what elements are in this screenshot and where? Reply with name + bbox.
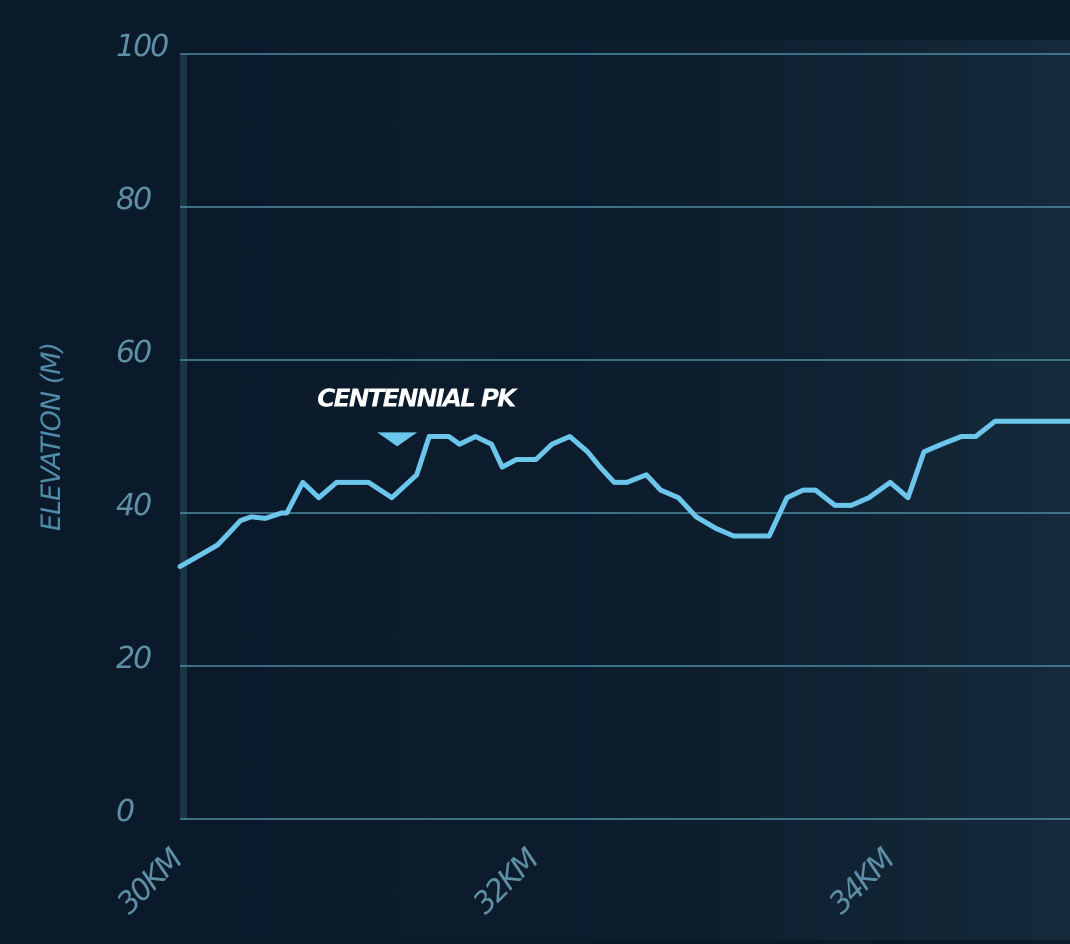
annotation-marker-0 (377, 432, 418, 447)
y-tick-label-20: 20 (116, 641, 151, 676)
series-line-elevation (177, 418, 1070, 569)
y-axis-label: ELEVATION (M) (36, 343, 67, 531)
y-axis-bar (180, 55, 187, 819)
y-tick-layer: 0 20 40 60 80 100 (116, 29, 170, 829)
y-tick-label-80: 80 (116, 182, 151, 217)
annotation-label-0: CENTENNIAL PK (317, 383, 518, 412)
y-tick-label-0: 0 (116, 794, 134, 829)
grid-layer (180, 53, 1070, 820)
y-tick-label-60: 60 (116, 335, 151, 370)
y-tick-label-40: 40 (116, 488, 151, 523)
annotation-layer: CENTENNIAL PK (317, 383, 520, 447)
x-tick-label-30km: 30KM (110, 841, 190, 921)
y-tick-label-100: 100 (116, 29, 168, 64)
